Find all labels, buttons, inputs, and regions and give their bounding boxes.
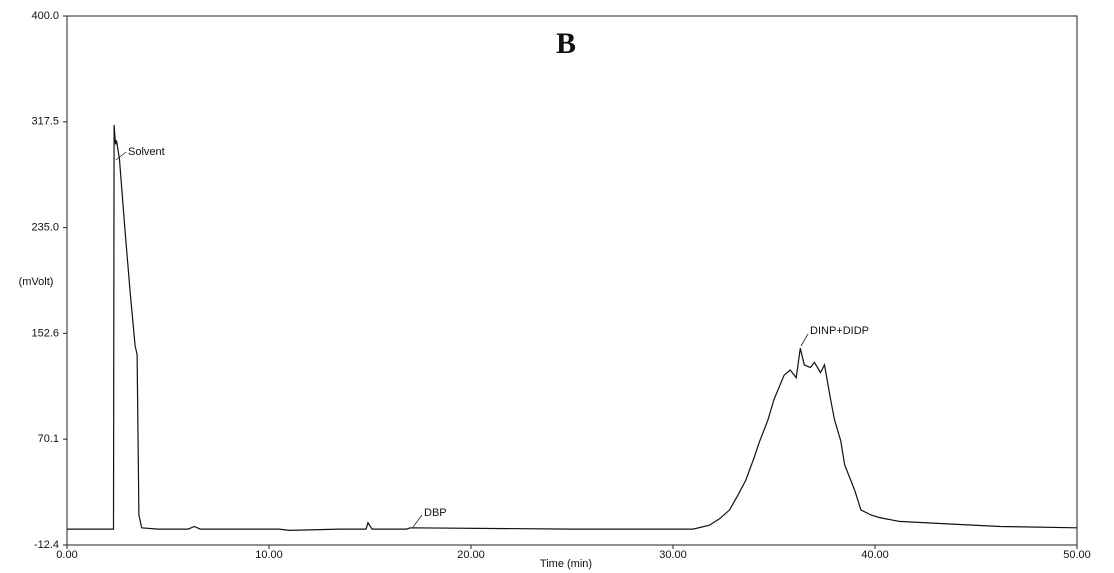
- chart-title: B: [556, 27, 576, 60]
- y-tick-label: -12.4: [34, 539, 59, 551]
- x-tick-label: 10.00: [255, 549, 283, 561]
- annotation-leader: [115, 151, 127, 161]
- y-tick-label: 152.6: [31, 327, 59, 339]
- plot-frame: [66, 15, 1078, 546]
- trace: [67, 124, 1078, 532]
- x-tick-label: 40.00: [861, 549, 889, 561]
- x-axis-label: Time (min): [540, 558, 592, 570]
- annotation: Solvent: [128, 146, 165, 158]
- annotation-leader: [800, 333, 809, 347]
- y-axis-label: (mVolt): [19, 276, 54, 288]
- annotation: DINP+DIDP: [810, 325, 869, 337]
- annotation: DBP: [424, 507, 447, 519]
- x-tick-label: 20.00: [457, 549, 485, 561]
- y-tick-label: 400.0: [31, 10, 59, 22]
- y-tick-label: 235.0: [31, 222, 59, 234]
- y-tick-label: 317.5: [31, 116, 59, 128]
- x-tick-label: 50.00: [1063, 549, 1091, 561]
- annotation-leader: [412, 514, 423, 528]
- x-tick-label: 0.00: [56, 549, 77, 561]
- y-tick-label: 70.1: [38, 433, 59, 445]
- x-tick-label: 30.00: [659, 549, 687, 561]
